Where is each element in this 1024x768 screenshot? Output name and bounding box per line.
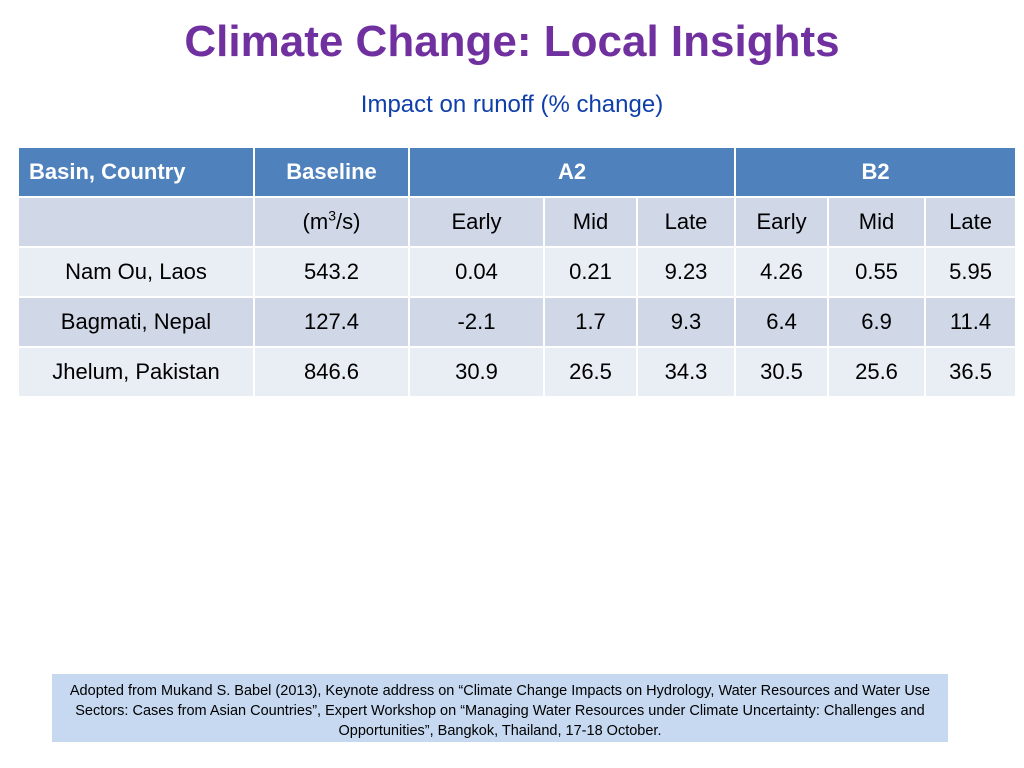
row-value: 34.3 [635, 346, 737, 398]
row-value: -2.1 [408, 296, 545, 348]
row-basin: Nam Ou, Laos [17, 246, 255, 298]
header-a2: A2 [407, 146, 737, 198]
subheader-basin [17, 196, 255, 248]
units-suffix: /s) [336, 209, 361, 234]
table-header-row: Basin, Country Baseline A2 B2 [17, 146, 1018, 198]
row-value: 9.23 [635, 246, 737, 298]
row-value: 6.4 [734, 296, 830, 348]
subheader-a2-late: Late [635, 196, 737, 248]
row-value: 9.3 [635, 296, 737, 348]
row-baseline: 127.4 [253, 296, 410, 348]
row-basin: Jhelum, Pakistan [17, 346, 255, 398]
header-b2: B2 [734, 146, 1018, 198]
subheader-a2-early: Early [408, 196, 545, 248]
table-row: Bagmati, Nepal 127.4 -2.1 1.7 9.3 6.4 6.… [17, 296, 1018, 348]
slide-subtitle: Impact on runoff (% change) [360, 91, 664, 118]
table-subheader-row: (m3/s) Early Mid Late Early Mid Late [17, 196, 1018, 248]
table-row: Nam Ou, Laos 543.2 0.04 0.21 9.23 4.26 0… [17, 246, 1018, 298]
subheader-b2-late: Late [924, 196, 1018, 248]
subheader-b2-early: Early [734, 196, 830, 248]
slide-title: Climate Change: Local Insights [184, 17, 840, 66]
row-value: 26.5 [543, 346, 638, 398]
row-value: 0.55 [827, 246, 927, 298]
row-value: 4.26 [734, 246, 830, 298]
subheader-b2-mid: Mid [827, 196, 927, 248]
row-value: 0.21 [543, 246, 638, 298]
row-value: 30.5 [734, 346, 830, 398]
row-baseline: 846.6 [253, 346, 410, 398]
header-basin: Basin, Country [17, 146, 255, 198]
subheader-units: (m3/s) [253, 196, 410, 248]
row-value: 6.9 [827, 296, 927, 348]
row-value: 36.5 [924, 346, 1018, 398]
units-superscript: 3 [328, 207, 336, 224]
row-basin: Bagmati, Nepal [17, 296, 255, 348]
row-baseline: 543.2 [253, 246, 410, 298]
row-value: 11.4 [924, 296, 1018, 348]
citation-box: Adopted from Mukand S. Babel (2013), Key… [52, 674, 948, 742]
units-prefix: (m [302, 209, 329, 234]
table-row: Jhelum, Pakistan 846.6 30.9 26.5 34.3 30… [17, 346, 1018, 398]
row-value: 30.9 [408, 346, 545, 398]
row-value: 5.95 [924, 246, 1018, 298]
header-baseline: Baseline [253, 146, 410, 198]
runoff-table: Basin, Country Baseline A2 B2 (m3/s) Ear… [17, 146, 1018, 398]
row-value: 1.7 [543, 296, 638, 348]
row-value: 25.6 [827, 346, 927, 398]
subheader-a2-mid: Mid [543, 196, 638, 248]
row-value: 0.04 [408, 246, 545, 298]
